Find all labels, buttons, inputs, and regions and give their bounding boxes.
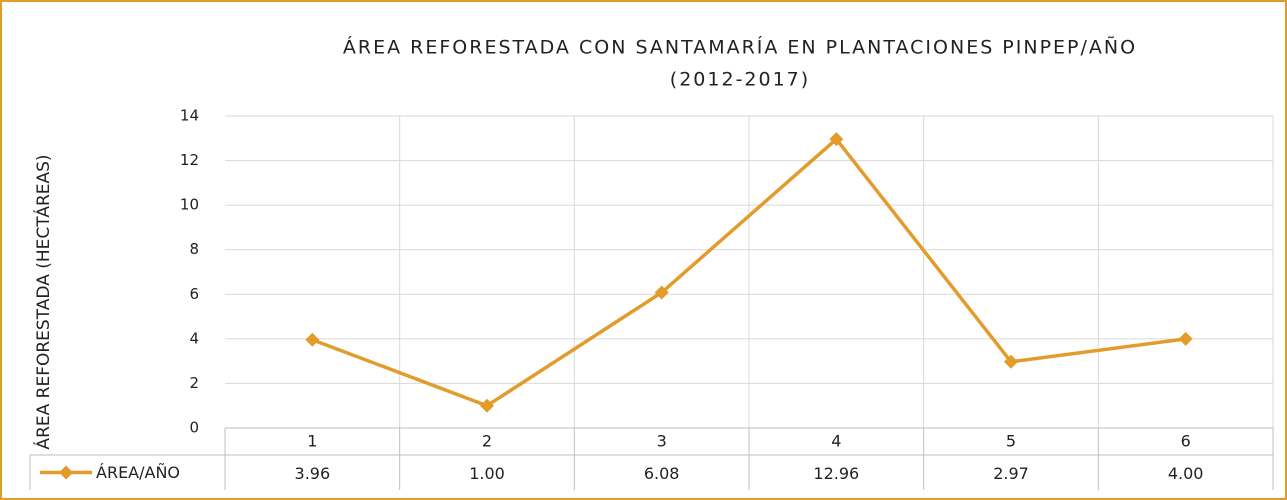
y-tick-label: 2 [189,374,199,392]
y-tick-label: 12 [180,151,199,169]
data-point [1004,354,1018,369]
x-tick-label: 2 [482,432,492,451]
x-tick-label: 6 [1181,432,1191,451]
y-tick-label: 8 [189,240,199,258]
data-point [1178,331,1193,346]
data-table-value: 4.00 [1168,464,1204,483]
data-table-value: 1.00 [469,464,505,483]
series-line [311,137,1186,408]
data-table-value: 3.96 [295,464,331,483]
chart-title: (2012-2017) [670,69,810,91]
data-point [829,132,844,147]
legend-label: ÁREA/AÑO [96,463,180,482]
data-point [305,332,320,347]
y-tick-label: 14 [180,107,199,125]
data-table-value: 2.97 [993,464,1029,483]
data-table-value: 6.08 [644,464,680,483]
y-tick-label: 0 [189,419,199,437]
x-tick-label: 3 [657,432,667,451]
y-tick-label: 6 [189,285,199,303]
x-tick-label: 1 [307,432,317,451]
data-table-value: 12.96 [813,464,859,483]
x-tick-label: 5 [1006,432,1016,451]
chart-title: ÁREA REFORESTADA CON SANTAMARÍA EN PLANT… [343,36,1137,59]
y-tick-label: 10 [180,196,199,214]
y-axis-label: ÁREA REFORESTADA (HECTÁREAS) [32,154,54,449]
legend-marker [59,465,73,480]
y-tick-label: 4 [189,329,199,347]
data-point [654,285,669,300]
x-tick-label: 4 [831,432,841,451]
data-point [480,398,494,413]
